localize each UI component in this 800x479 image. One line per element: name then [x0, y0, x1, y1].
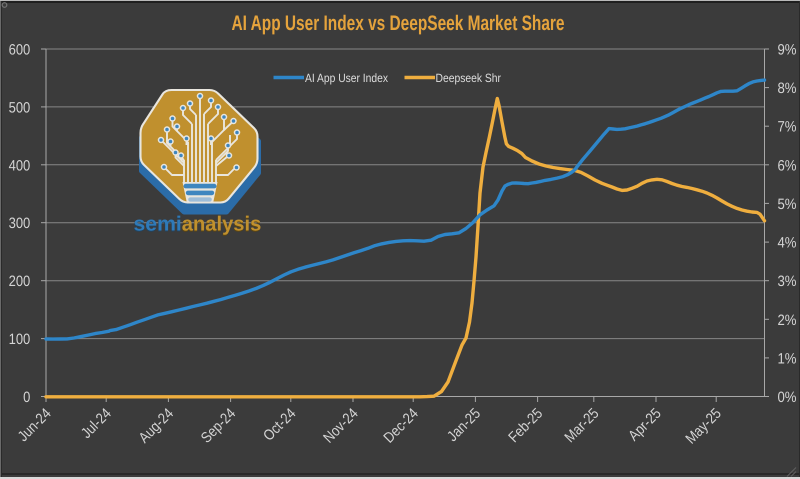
svg-text:9%: 9% [778, 42, 797, 59]
svg-text:0: 0 [23, 389, 30, 406]
svg-text:8%: 8% [778, 80, 797, 97]
svg-text:300: 300 [9, 215, 31, 232]
svg-text:1%: 1% [778, 350, 797, 367]
svg-text:6%: 6% [778, 157, 797, 174]
svg-text:200: 200 [9, 273, 31, 290]
svg-text:3%: 3% [778, 273, 797, 290]
svg-text:AI App User Index: AI App User Index [305, 71, 388, 85]
svg-text:semi: semi [134, 212, 182, 235]
svg-text:Deepseek Shr: Deepseek Shr [436, 71, 502, 85]
svg-text:500: 500 [9, 99, 31, 116]
svg-text:semi: semi [133, 214, 181, 237]
svg-text:2%: 2% [778, 312, 797, 329]
svg-text:analysis: analysis [182, 212, 261, 235]
svg-text:100: 100 [9, 331, 31, 348]
svg-text:0%: 0% [778, 389, 797, 406]
svg-text:7%: 7% [778, 119, 797, 136]
svg-text:AI App User Index vs DeepSeek: AI App User Index vs DeepSeek Market Sha… [232, 12, 565, 35]
svg-text:5%: 5% [778, 196, 797, 213]
svg-text:400: 400 [9, 157, 31, 174]
svg-text:4%: 4% [778, 235, 797, 252]
svg-text:analysis: analysis [182, 214, 262, 237]
svg-text:600: 600 [9, 42, 31, 59]
